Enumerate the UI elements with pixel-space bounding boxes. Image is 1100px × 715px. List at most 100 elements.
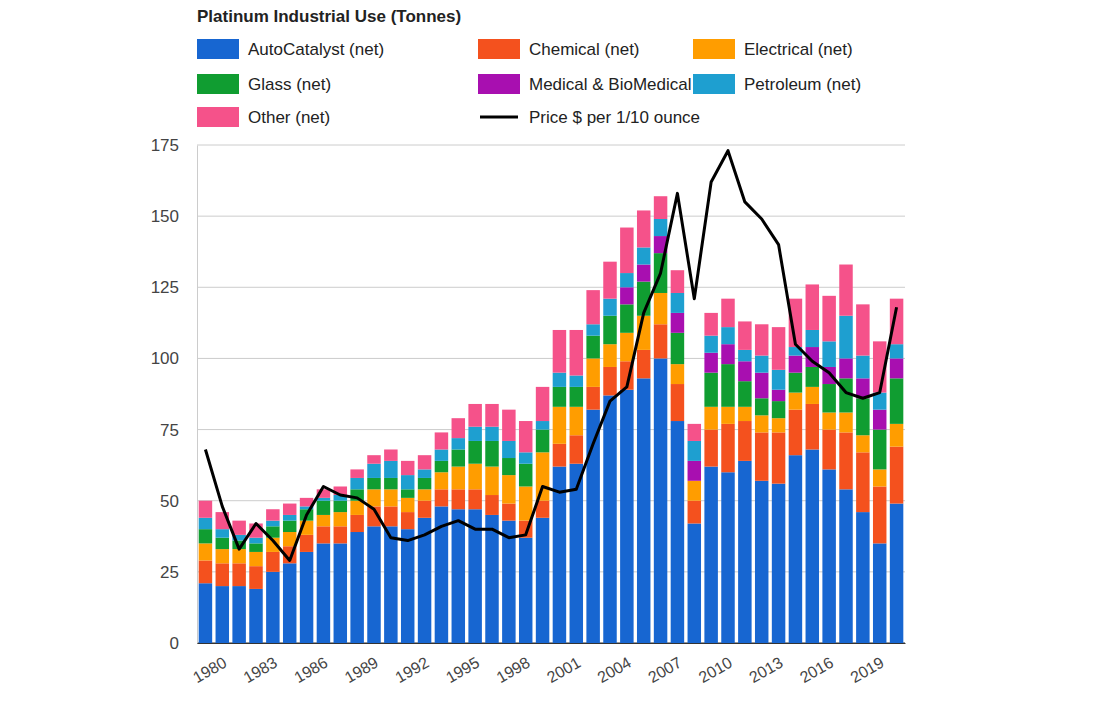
bar xyxy=(502,441,515,458)
bar xyxy=(468,404,481,427)
bar-series xyxy=(199,293,904,566)
bar xyxy=(199,501,212,518)
bar xyxy=(839,316,852,359)
bar xyxy=(721,327,734,344)
bar xyxy=(688,424,701,441)
bar xyxy=(704,407,717,430)
bar xyxy=(620,333,633,361)
legend-swatch xyxy=(478,39,520,59)
bar xyxy=(468,464,481,490)
bar xyxy=(890,358,903,378)
bar xyxy=(603,262,616,299)
y-tick: 125 xyxy=(151,278,197,297)
bar xyxy=(485,515,498,643)
bar xyxy=(856,398,869,435)
bar xyxy=(283,521,296,532)
bar xyxy=(873,469,886,486)
bar xyxy=(688,481,701,501)
bar xyxy=(435,449,448,460)
grid-line xyxy=(197,216,905,217)
bar xyxy=(586,358,599,386)
x-tick: 1995 xyxy=(443,643,482,686)
bar xyxy=(603,316,616,344)
y-tick: 75 xyxy=(160,421,197,440)
y-tick: 100 xyxy=(151,349,197,368)
bar xyxy=(586,324,599,335)
bar xyxy=(334,512,347,526)
bar xyxy=(401,475,414,489)
x-tick: 1983 xyxy=(241,643,280,686)
grid-line xyxy=(197,287,905,288)
bar xyxy=(216,563,229,586)
bar xyxy=(671,270,684,293)
chart: Platinum Industrial Use (Tonnes)AutoCata… xyxy=(0,0,1100,715)
bar xyxy=(216,549,229,563)
bar xyxy=(603,395,616,643)
bar xyxy=(266,572,279,643)
bar xyxy=(485,441,498,467)
bar xyxy=(721,364,734,407)
bar xyxy=(620,304,633,332)
bar xyxy=(401,489,414,498)
bar xyxy=(283,504,296,515)
bar xyxy=(350,469,363,478)
bar xyxy=(671,293,684,313)
bar xyxy=(772,418,785,432)
bar-series xyxy=(199,253,904,552)
x-tick-label: 1986 xyxy=(291,654,330,687)
bar xyxy=(435,489,448,506)
bar xyxy=(721,407,734,424)
bar xyxy=(502,458,515,475)
legend-label: Electrical (net) xyxy=(744,40,853,59)
legend-item: Petroleum (net) xyxy=(693,74,861,94)
y-tick-label: 175 xyxy=(151,136,179,155)
bar xyxy=(873,543,886,643)
y-tick: 175 xyxy=(151,136,197,155)
x-tick: 2016 xyxy=(797,643,836,686)
legend-label: Petroleum (net) xyxy=(744,75,861,94)
bar xyxy=(199,583,212,643)
x-tick: 2004 xyxy=(595,643,634,686)
bar xyxy=(266,521,279,527)
bar xyxy=(199,518,212,529)
bar xyxy=(755,373,768,399)
bar xyxy=(839,358,852,378)
bar xyxy=(418,489,431,500)
legend-swatch xyxy=(480,116,518,119)
bar xyxy=(704,373,717,407)
bar xyxy=(721,472,734,643)
bar xyxy=(283,563,296,643)
bar xyxy=(401,512,414,529)
bar xyxy=(772,401,785,418)
y-tick-label: 25 xyxy=(160,563,179,582)
bar xyxy=(199,529,212,543)
grid xyxy=(197,145,905,643)
bar xyxy=(418,469,431,478)
bar xyxy=(553,387,566,407)
bar xyxy=(755,415,768,432)
bar xyxy=(401,529,414,643)
bar xyxy=(536,387,549,421)
x-tick-label: 2013 xyxy=(746,654,785,687)
x-tick: 2007 xyxy=(645,643,684,686)
bar xyxy=(856,452,869,512)
bar xyxy=(654,324,667,358)
bar xyxy=(384,449,397,460)
bar xyxy=(435,432,448,449)
bar-series xyxy=(620,236,903,481)
bar xyxy=(266,552,279,572)
bar xyxy=(502,504,515,521)
x-tick: 2001 xyxy=(544,643,583,686)
bar xyxy=(806,284,819,330)
bar xyxy=(367,464,380,478)
bar xyxy=(317,498,330,501)
legend-swatch xyxy=(478,74,520,94)
bar xyxy=(485,404,498,427)
x-tick-label: 1998 xyxy=(493,654,532,687)
bar xyxy=(586,387,599,410)
bar xyxy=(806,404,819,450)
bar xyxy=(570,387,583,407)
bar xyxy=(384,478,397,489)
bar xyxy=(452,438,465,449)
y-tick: 150 xyxy=(151,207,197,226)
